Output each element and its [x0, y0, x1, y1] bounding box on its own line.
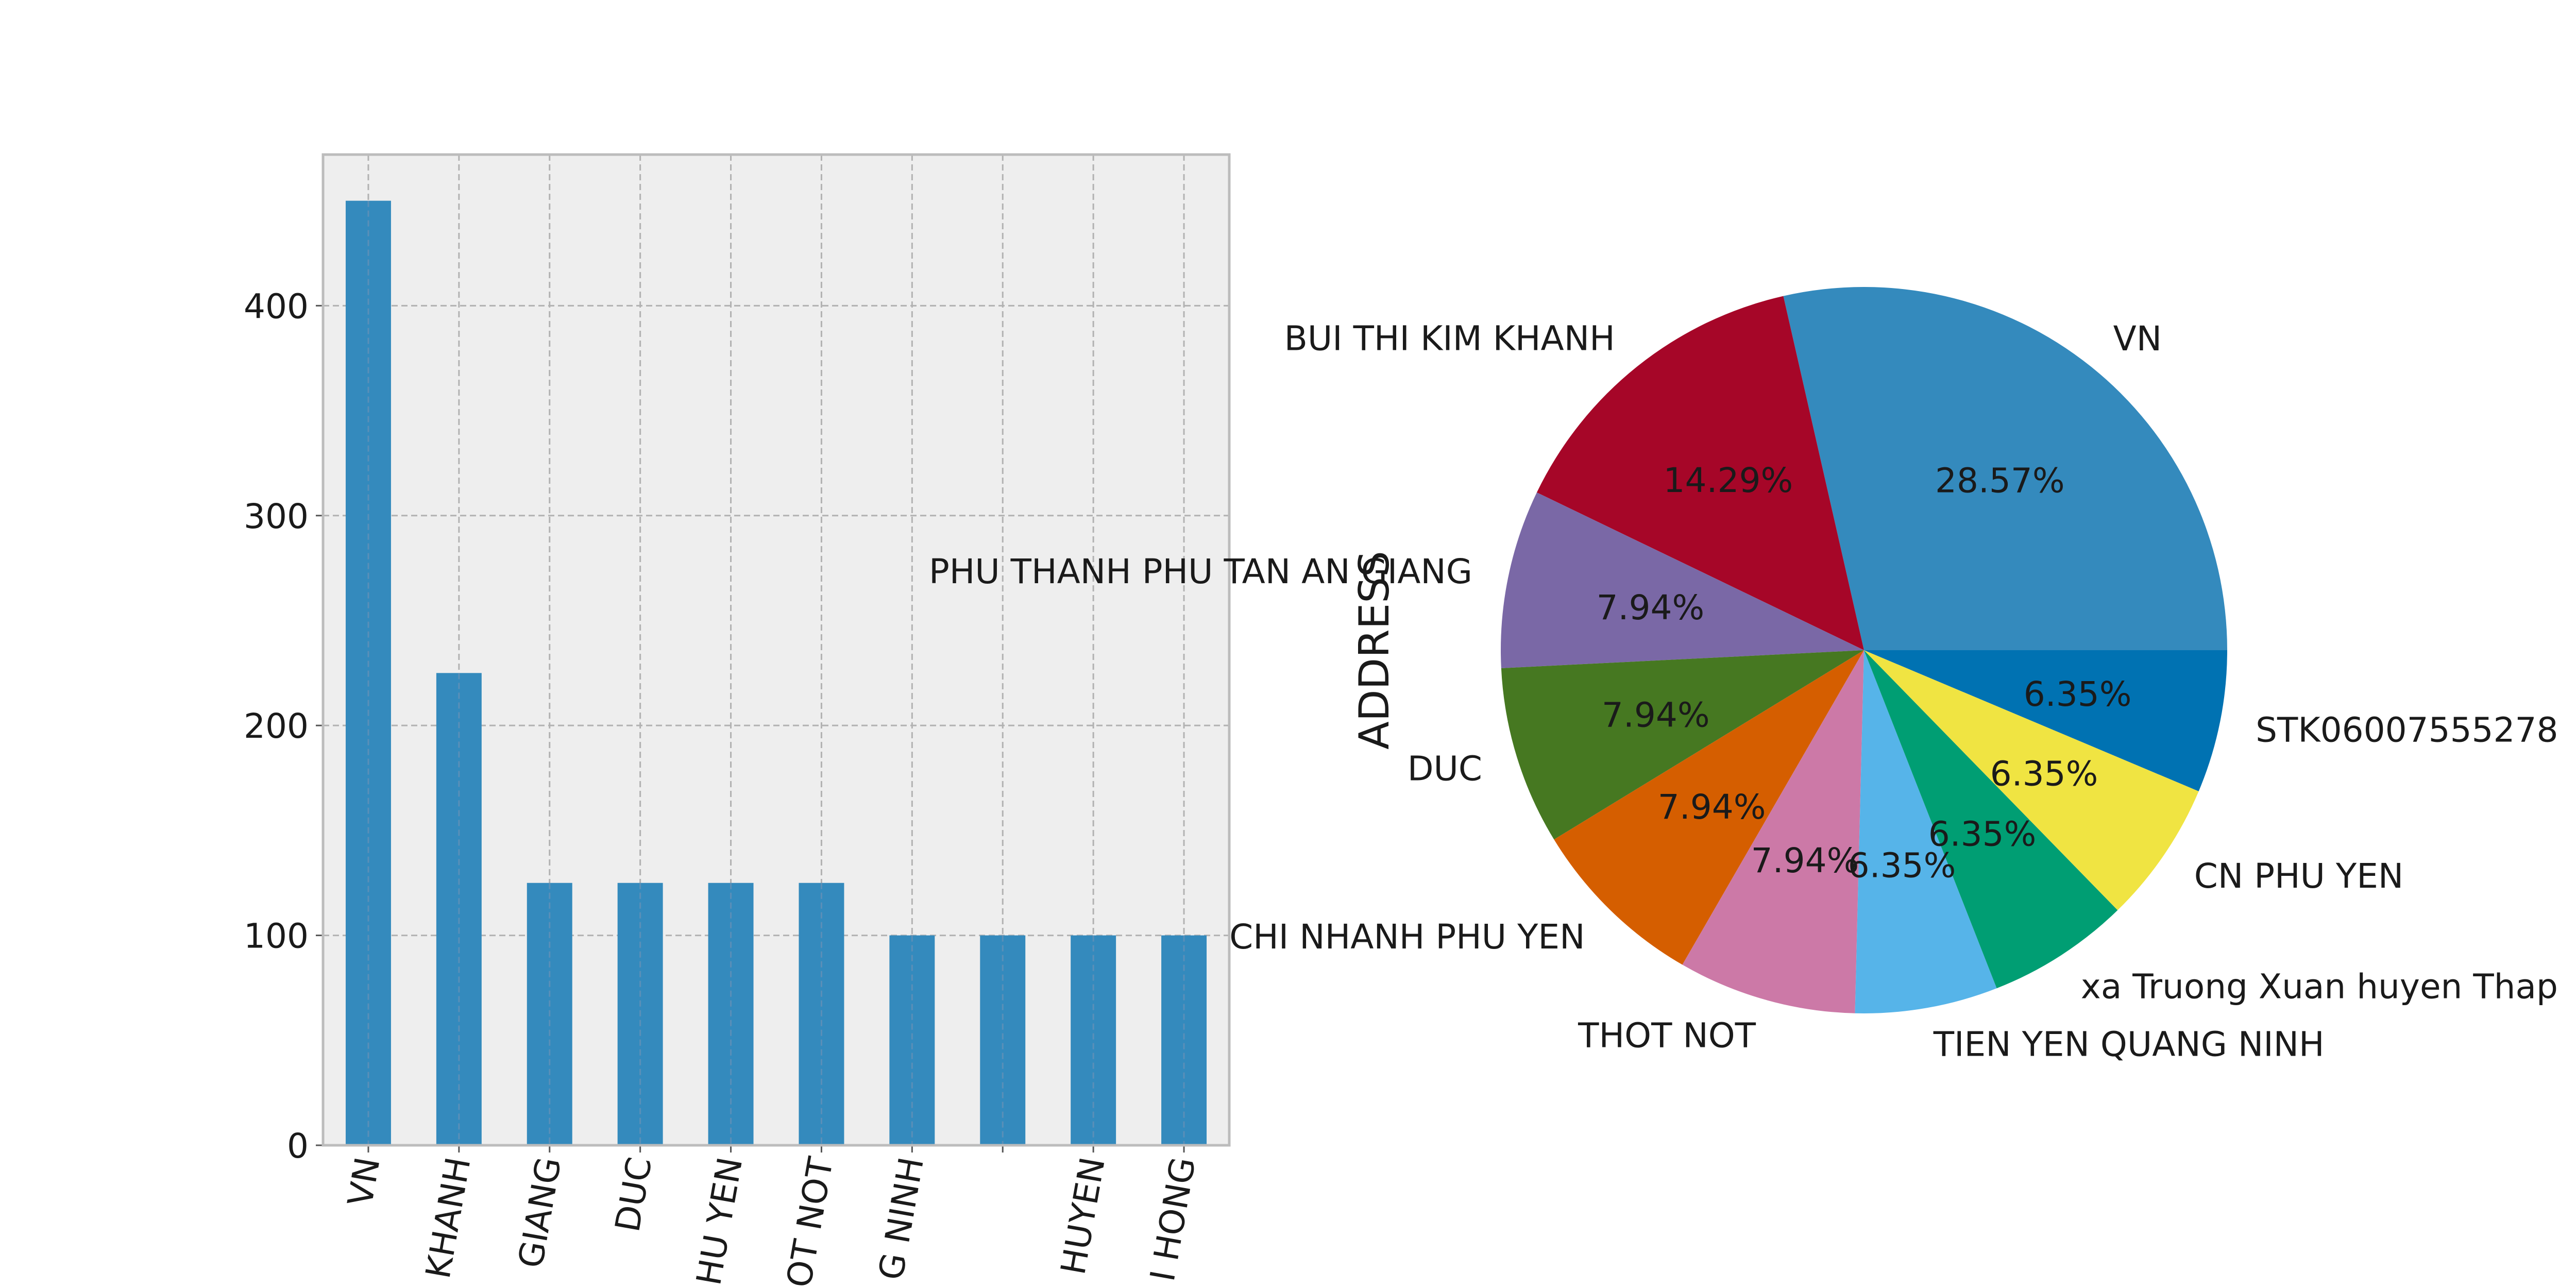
pie-slice-label: VN [2113, 319, 2162, 359]
pie-slice-label: TIEN YEN QUANG NINH [1933, 1025, 2325, 1064]
pie-chart: VN 28.57% BUI THI KIM KHANH 14.29% PHU THANH… [929, 286, 2558, 1064]
pie-pct-label: 28.57% [1935, 461, 2065, 500]
pie-slice-label: CHI NHANH PHU YEN [1229, 917, 1585, 957]
pie-pct-label: 7.94% [1597, 588, 1705, 628]
pie-slice [1501, 650, 1864, 840]
pie-ylabel: ADDRESS [1350, 551, 1398, 750]
bar-axes-frame [321, 153, 1231, 1147]
pie-slice-label: BUI THI KIM KHANH [1284, 318, 1615, 358]
y-tick-label: 200 [244, 706, 309, 746]
pie-slice-label: PHU THANH PHU TAN AN GIANG [929, 552, 1472, 591]
pie-slice [1864, 650, 2227, 791]
pie-pct-label: 6.35% [2024, 674, 2132, 714]
pie-pct-label: 7.94% [1602, 696, 1710, 735]
y-tick-label: 400 [244, 286, 309, 326]
pie-slice-label: DUC [1408, 749, 1482, 788]
x-tick-label: VN [340, 1154, 387, 1209]
pie-slice [1864, 650, 2118, 989]
pie-slice [1864, 650, 2199, 910]
pie-pct-label: 7.94% [1751, 841, 1859, 880]
pie-pct-label: 14.29% [1664, 461, 1793, 500]
y-tick-label: 0 [287, 1126, 309, 1166]
pie-pct-label: 6.35% [1928, 814, 2037, 854]
pie-pct-label: 6.35% [1990, 754, 2098, 793]
pie-slice [1501, 492, 1864, 668]
pie-slice [1783, 286, 2227, 650]
pie-slice [1682, 650, 1864, 1013]
pie-slice [1554, 650, 1864, 965]
pie-slice [1855, 650, 1997, 1013]
pie-slice [1536, 296, 1864, 650]
pie-slice-label: xa Truong Xuan huyen Thap [2081, 967, 2558, 1006]
y-tick-label: 300 [244, 497, 309, 536]
pie-pct-label: 7.94% [1658, 787, 1766, 827]
pie-slice-label: CN PHU YEN [2194, 856, 2404, 896]
pie-slice-label: STK06007555278 [2256, 710, 2558, 750]
pie-slice-label: THOT NOT [1578, 1016, 1756, 1056]
y-tick-label: 100 [244, 917, 309, 956]
pie-pct-label: 6.35% [1848, 846, 1956, 886]
